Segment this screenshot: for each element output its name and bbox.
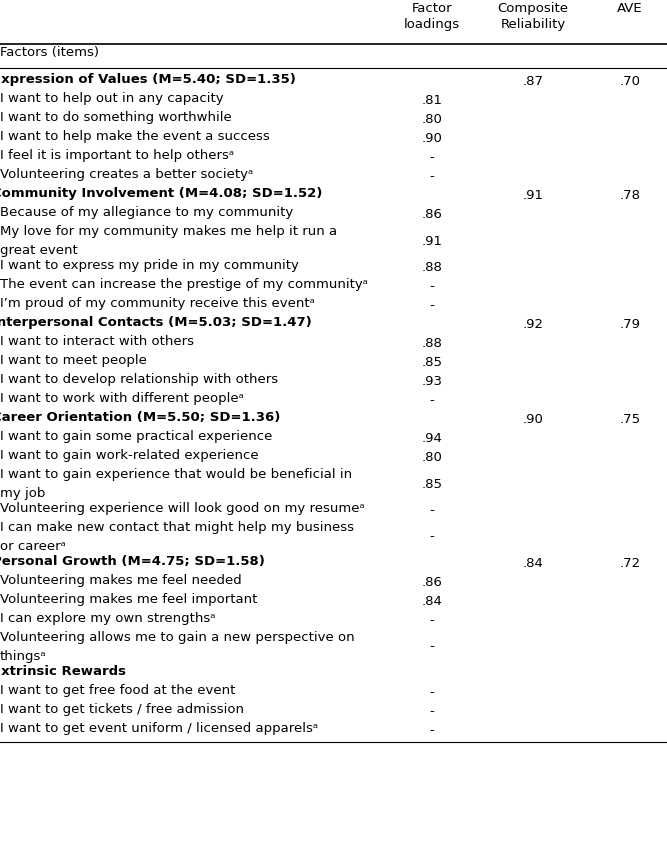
Text: -: - bbox=[430, 724, 434, 737]
Text: Expression of Values (M=5.40; SD=1.35): Expression of Values (M=5.40; SD=1.35) bbox=[0, 73, 296, 86]
Text: Volunteering makes me feel needed: Volunteering makes me feel needed bbox=[0, 574, 241, 587]
Text: I want to express my pride in my community: I want to express my pride in my communi… bbox=[0, 259, 299, 272]
Text: Volunteering allows me to gain a new perspective on: Volunteering allows me to gain a new per… bbox=[0, 631, 355, 644]
Text: .80: .80 bbox=[422, 451, 442, 464]
Text: The event can increase the prestige of my communityᵃ: The event can increase the prestige of m… bbox=[0, 278, 368, 291]
Text: I want to help out in any capacity: I want to help out in any capacity bbox=[0, 92, 223, 105]
Text: -: - bbox=[430, 170, 434, 183]
Text: my job: my job bbox=[0, 487, 45, 500]
Text: .79: .79 bbox=[620, 318, 640, 331]
Text: I want to gain work-related experience: I want to gain work-related experience bbox=[0, 449, 259, 462]
Text: Career Orientation (M=5.50; SD=1.36): Career Orientation (M=5.50; SD=1.36) bbox=[0, 411, 280, 424]
Text: Interpersonal Contacts (M=5.03; SD=1.47): Interpersonal Contacts (M=5.03; SD=1.47) bbox=[0, 316, 311, 329]
Text: -: - bbox=[430, 705, 434, 718]
Text: .93: .93 bbox=[422, 375, 442, 388]
Text: I want to get event uniform / licensed apparelsᵃ: I want to get event uniform / licensed a… bbox=[0, 722, 318, 735]
Text: .92: .92 bbox=[522, 318, 544, 331]
Text: My love for my community makes me help it run a: My love for my community makes me help i… bbox=[0, 225, 337, 238]
Text: .87: .87 bbox=[522, 75, 544, 88]
Text: .72: .72 bbox=[620, 557, 640, 570]
Text: Extrinsic Rewards: Extrinsic Rewards bbox=[0, 665, 126, 678]
Text: .88: .88 bbox=[422, 261, 442, 274]
Text: I can explore my own strengthsᵃ: I can explore my own strengthsᵃ bbox=[0, 612, 215, 625]
Text: .86: .86 bbox=[422, 576, 442, 589]
Text: I want to do something worthwhile: I want to do something worthwhile bbox=[0, 111, 231, 124]
Text: .80: .80 bbox=[422, 113, 442, 126]
Text: -: - bbox=[430, 151, 434, 164]
Text: .90: .90 bbox=[422, 132, 442, 145]
Text: .85: .85 bbox=[422, 356, 442, 369]
Text: I want to gain some practical experience: I want to gain some practical experience bbox=[0, 430, 272, 443]
Text: .70: .70 bbox=[620, 75, 640, 88]
Text: .88: .88 bbox=[422, 337, 442, 350]
Text: -: - bbox=[430, 614, 434, 627]
Text: -: - bbox=[430, 299, 434, 312]
Text: .91: .91 bbox=[522, 189, 544, 202]
Text: Volunteering makes me feel important: Volunteering makes me feel important bbox=[0, 593, 257, 606]
Text: AVE: AVE bbox=[617, 2, 643, 15]
Text: I want to develop relationship with others: I want to develop relationship with othe… bbox=[0, 373, 278, 386]
Text: .91: .91 bbox=[422, 235, 442, 248]
Text: -: - bbox=[430, 394, 434, 407]
Text: I can make new contact that might help my business: I can make new contact that might help m… bbox=[0, 521, 354, 534]
Text: Community Involvement (M=4.08; SD=1.52): Community Involvement (M=4.08; SD=1.52) bbox=[0, 187, 322, 200]
Text: .86: .86 bbox=[422, 208, 442, 221]
Text: -: - bbox=[430, 686, 434, 699]
Text: .84: .84 bbox=[522, 557, 544, 570]
Text: thingsᵃ: thingsᵃ bbox=[0, 650, 47, 663]
Text: great event: great event bbox=[0, 244, 78, 257]
Text: -: - bbox=[430, 531, 434, 544]
Text: .75: .75 bbox=[620, 413, 640, 426]
Text: I want to help make the event a success: I want to help make the event a success bbox=[0, 130, 269, 143]
Text: .78: .78 bbox=[620, 189, 640, 202]
Text: Volunteering creates a better societyᵃ: Volunteering creates a better societyᵃ bbox=[0, 168, 253, 181]
Text: I’m proud of my community receive this eventᵃ: I’m proud of my community receive this e… bbox=[0, 297, 315, 310]
Text: I want to meet people: I want to meet people bbox=[0, 354, 147, 367]
Text: Volunteering experience will look good on my resumeᵃ: Volunteering experience will look good o… bbox=[0, 502, 365, 515]
Text: I feel it is important to help othersᵃ: I feel it is important to help othersᵃ bbox=[0, 149, 234, 162]
Text: I want to gain experience that would be beneficial in: I want to gain experience that would be … bbox=[0, 468, 352, 481]
Text: I want to interact with others: I want to interact with others bbox=[0, 335, 194, 348]
Text: Factors (items): Factors (items) bbox=[0, 46, 99, 59]
Text: I want to get free food at the event: I want to get free food at the event bbox=[0, 684, 235, 697]
Text: Composite
Reliability: Composite Reliability bbox=[498, 2, 568, 31]
Text: -: - bbox=[430, 640, 434, 653]
Text: Because of my allegiance to my community: Because of my allegiance to my community bbox=[0, 206, 293, 219]
Text: -: - bbox=[430, 504, 434, 517]
Text: or careerᵃ: or careerᵃ bbox=[0, 540, 66, 553]
Text: .94: .94 bbox=[422, 432, 442, 445]
Text: .81: .81 bbox=[422, 94, 442, 107]
Text: .84: .84 bbox=[422, 595, 442, 608]
Text: -: - bbox=[430, 280, 434, 293]
Text: Factor
loadings: Factor loadings bbox=[404, 2, 460, 31]
Text: Personal Growth (M=4.75; SD=1.58): Personal Growth (M=4.75; SD=1.58) bbox=[0, 555, 265, 568]
Text: I want to get tickets / free admission: I want to get tickets / free admission bbox=[0, 703, 244, 716]
Text: I want to work with different peopleᵃ: I want to work with different peopleᵃ bbox=[0, 392, 244, 405]
Text: .90: .90 bbox=[522, 413, 544, 426]
Text: .85: .85 bbox=[422, 477, 442, 490]
